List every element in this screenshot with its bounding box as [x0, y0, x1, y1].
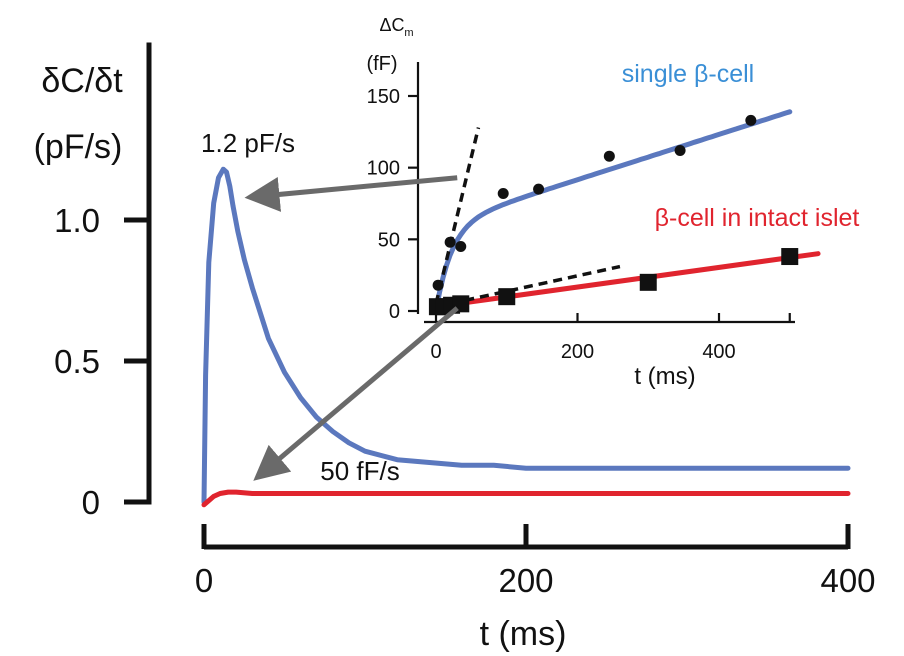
main-series-single-cell: [201, 166, 851, 505]
inset-fit-single-cell: [433, 109, 793, 314]
inset-point-single-cell: [674, 144, 686, 156]
islet-rate-label: 50 fF/s: [320, 456, 399, 486]
inset-fit-islet: [433, 251, 821, 310]
main-series-islet: [201, 489, 851, 508]
arrow-to-peak: [244, 175, 458, 212]
inset-point-single-cell: [497, 187, 509, 199]
main-y-tick-label: 0.5: [54, 343, 100, 380]
main-x-tick-label: 200: [498, 562, 553, 599]
inset-point-single-cell: [533, 183, 545, 195]
main-y-tick-label: 1.0: [54, 202, 100, 239]
inset-x-tick-label: 400: [702, 341, 735, 363]
main-y-axis-label-line1: δC/δt: [41, 62, 123, 100]
inset-initial-slope-single: [434, 127, 481, 305]
inset-y-tick-label: 150: [367, 86, 400, 108]
inset-y-tick-label: 50: [378, 229, 400, 251]
inset-islet-series-label: β-cell in intact islet: [655, 204, 860, 232]
main-x-tick-label: 0: [195, 562, 213, 599]
inset-point-single-cell: [745, 114, 757, 126]
inset-points: [428, 114, 799, 316]
inset-y-tick-label: 100: [367, 158, 400, 180]
main-axes: 0 0.5 1.0 0 200 400: [54, 42, 876, 599]
inset-y-axis-label-line1: ΔC: [379, 15, 404, 35]
inset-point-single-cell: [603, 150, 615, 162]
inset-y-axis-label-line2: (fF): [366, 53, 397, 75]
inset-point-single-cell: [455, 241, 467, 252]
inset-single-series-label: single β-cell: [622, 60, 754, 88]
inset-chart: 0 50 100 150 0 200 400 ΔC m (fF) t (ms) single…: [366, 15, 859, 390]
inset-x-tick-label: 200: [561, 341, 594, 363]
inset-point-islet: [498, 288, 516, 306]
main-x-axis-label: t (ms): [480, 615, 567, 653]
main-x-tick-label: 400: [820, 562, 875, 599]
inset-point-islet: [781, 248, 799, 266]
main-y-axis-label-line2: (pF/s): [34, 128, 123, 166]
inset-point-single-cell: [432, 279, 444, 291]
inset-point-islet: [639, 273, 657, 291]
inset-point-single-cell: [444, 236, 456, 248]
main-y-tick-label: 0: [82, 484, 100, 521]
peak-rate-label: 1.2 pF/s: [201, 128, 295, 158]
inset-y-tick-label: 0: [389, 301, 400, 323]
arrow-to-islet-rate: [253, 306, 459, 481]
inset-x-axis-label: t (ms): [634, 363, 695, 390]
connector-arrows: [244, 175, 459, 481]
main-series: [201, 166, 851, 508]
inset-axes: 0 50 100 150 0 200 400: [367, 62, 795, 363]
main-chart: 0 0.5 1.0 0 200 400 δC/δt (pF/s) t (ms) 1.2 p…: [34, 42, 876, 653]
inset-x-tick-label: 0: [430, 341, 441, 363]
inset-y-axis-label-subscript: m: [404, 27, 413, 39]
